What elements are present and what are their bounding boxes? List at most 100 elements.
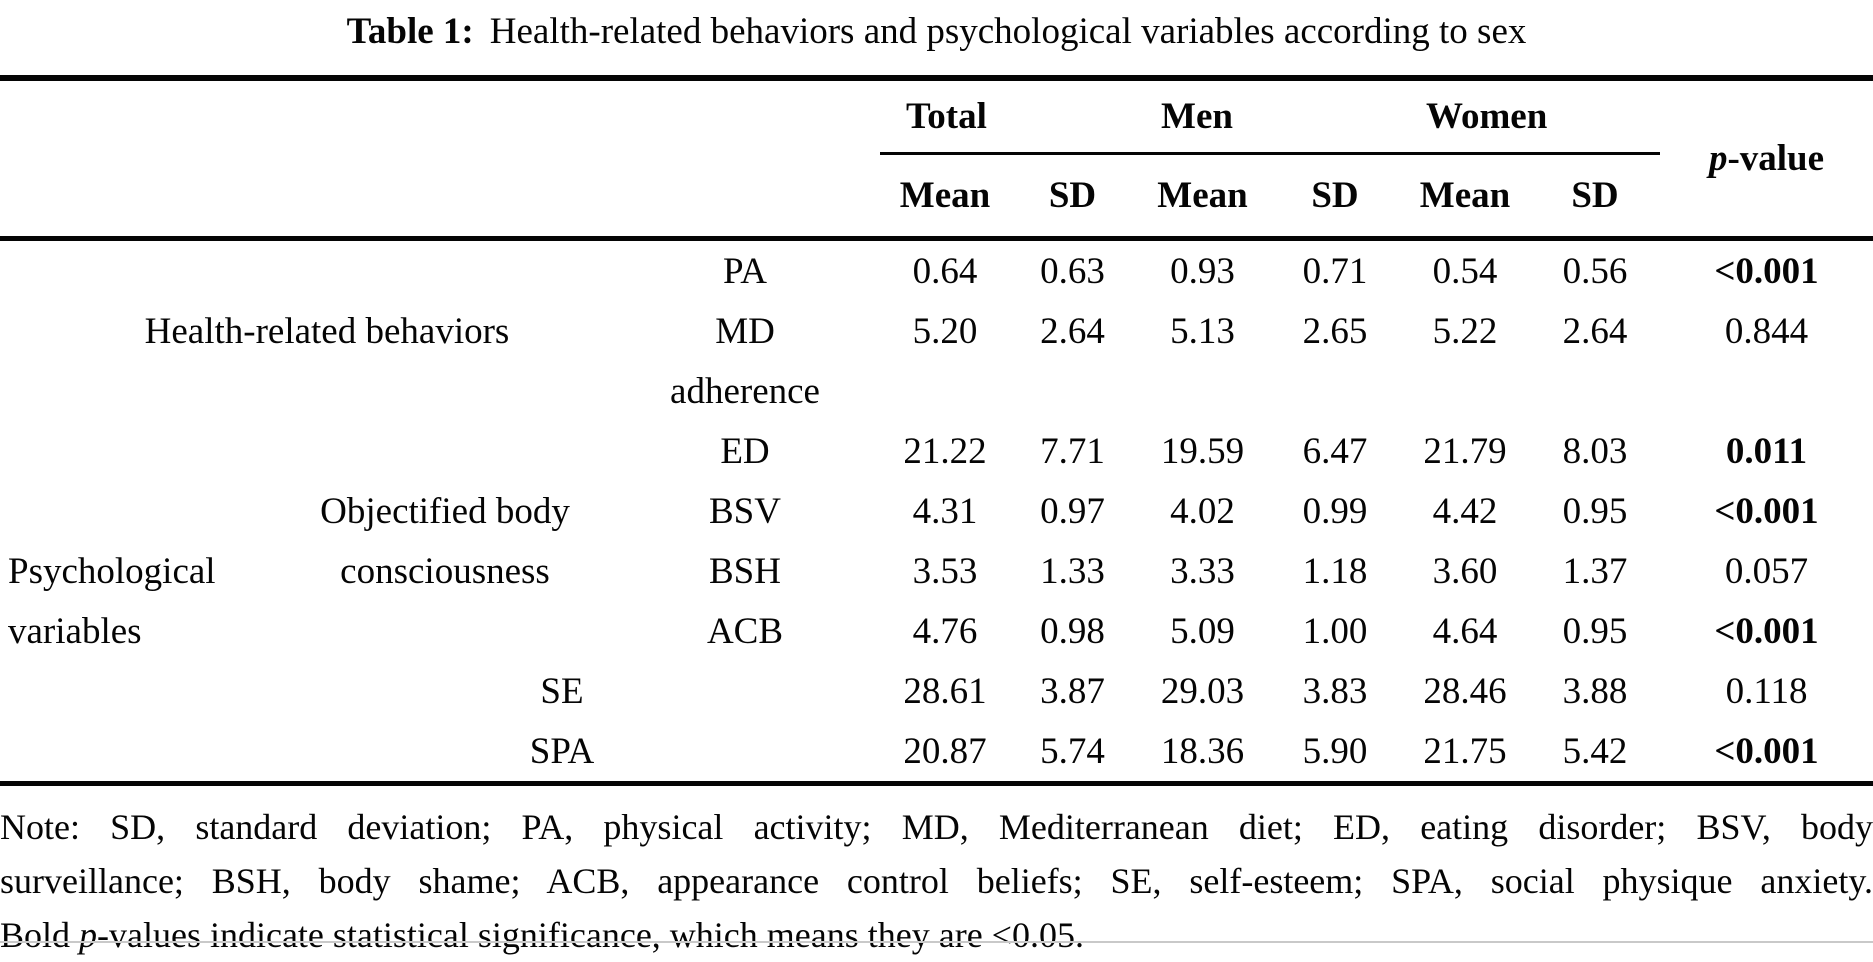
group-label-cell <box>0 421 280 481</box>
total-mean-cell: 28.61 <box>903 670 987 712</box>
statistics-table: Total Men Women p-value Mean SD Mean SD … <box>0 75 1873 786</box>
header-row-sub: Mean SD Mean SD Mean SD <box>0 153 1873 241</box>
women-mean-cell: 3.60 <box>1432 550 1498 592</box>
total-sd-cell: 1.33 <box>1040 550 1105 592</box>
men-sd-cell <box>1270 361 1400 421</box>
women-mean-cell: 4.64 <box>1432 610 1498 652</box>
men-mean-cell: 4.02 <box>1170 490 1235 532</box>
variable-abbr: MD <box>715 310 775 352</box>
total-mean-cell: 4.76 <box>912 610 978 652</box>
women-sd-cell: 1.37 <box>1562 550 1628 592</box>
subgroup-label-cell <box>280 421 610 481</box>
table-caption-text: Health-related behaviors and psychologic… <box>489 11 1527 52</box>
header-total-sd: SD <box>1010 153 1136 241</box>
p-value-cell <box>1660 361 1873 421</box>
total-sd-cell: 5.74 <box>1010 721 1136 786</box>
p-value-rest: -value <box>1727 138 1825 179</box>
women-sd-cell: 0.56 <box>1562 250 1628 292</box>
header-women: Women <box>1400 78 1661 155</box>
header-total-mean: Mean <box>880 153 1010 241</box>
p-value-cell: <0.001 <box>1714 490 1819 532</box>
men-sd-cell: 1.00 <box>1302 610 1368 652</box>
note-line-3-pre: Bold <box>0 915 80 955</box>
total-mean-cell <box>880 361 1010 421</box>
men-sd-cell: 5.90 <box>1270 721 1401 786</box>
group-label-cell <box>0 721 280 786</box>
variable-abbr: SPA <box>280 721 880 786</box>
men-sd-cell: 0.99 <box>1302 490 1368 532</box>
table-row-ed: ED 21.22 7.71 19.59 6.47 21.79 8.03 0.01… <box>0 421 1873 481</box>
men-mean-cell: 0.93 <box>1170 250 1235 292</box>
note-line-2: surveillance; BSH, body shame; ACB, appe… <box>0 861 1873 901</box>
total-sd-cell: 3.87 <box>1040 670 1105 712</box>
table-caption: Table 1: Health-related behaviors and psy… <box>0 0 1873 75</box>
group-label-cell: Psychological <box>8 550 216 592</box>
men-sd-cell: 2.65 <box>1302 310 1368 352</box>
table-note: Note: SD, standard deviation; PA, physic… <box>0 800 1873 962</box>
table-row-pa: PA 0.64 0.63 0.93 0.71 0.54 0.56 <0.001 <box>0 239 1873 302</box>
group-label-cell <box>0 481 280 541</box>
group-label-cell <box>0 239 280 302</box>
women-mean-cell: 21.79 <box>1423 430 1507 472</box>
p-value-cell: <0.001 <box>1660 721 1873 786</box>
women-sd-cell: 0.95 <box>1562 490 1628 532</box>
header-men-mean: Mean <box>1135 153 1271 241</box>
p-value-cell: <0.001 <box>1714 250 1819 292</box>
p-value-cell: <0.001 <box>1714 610 1819 652</box>
p-value-cell: 0.844 <box>1724 310 1809 352</box>
note-line-3-post: -values indicate statistical significanc… <box>97 915 1084 955</box>
total-mean-cell: 3.53 <box>912 550 978 592</box>
header-p-value: p-value <box>1660 78 1873 241</box>
variable-abbr: SE <box>540 670 584 712</box>
table-row-spa: SPA 20.87 5.74 18.36 5.90 21.75 5.42 <0.… <box>0 721 1873 786</box>
p-value-cell: 0.011 <box>1725 430 1808 472</box>
subgroup-label-cell: consciousness <box>340 550 550 592</box>
subgroup-label-cell <box>280 239 610 302</box>
note-line-1: Note: SD, standard deviation; PA, physic… <box>0 807 1873 847</box>
women-mean-cell: 5.22 <box>1432 310 1498 352</box>
total-sd-cell <box>1010 361 1135 421</box>
women-sd-cell: 5.42 <box>1530 721 1661 786</box>
group-label-cell <box>0 661 280 721</box>
women-mean-cell <box>1400 361 1530 421</box>
total-mean-cell: 20.87 <box>880 721 1010 786</box>
table-number: Table 1: <box>346 11 474 52</box>
men-sd-cell: 0.71 <box>1302 250 1368 292</box>
men-sd-cell: 6.47 <box>1302 430 1368 472</box>
women-mean-cell: 0.54 <box>1432 250 1498 292</box>
men-mean-cell <box>1135 361 1270 421</box>
women-mean-cell: 28.46 <box>1423 670 1507 712</box>
women-sd-cell: 0.95 <box>1562 610 1628 652</box>
header-men-sd: SD <box>1270 153 1401 241</box>
total-mean-cell: 0.64 <box>912 250 978 292</box>
men-mean-cell: 19.59 <box>1160 430 1245 472</box>
header-corner-sub <box>0 153 880 241</box>
p-value-cell: 0.118 <box>1725 670 1808 712</box>
women-sd-cell: 3.88 <box>1562 670 1628 712</box>
total-mean-cell: 21.22 <box>903 430 987 472</box>
total-sd-cell: 2.64 <box>1040 310 1105 352</box>
total-sd-cell: 7.71 <box>1040 430 1105 472</box>
group-label-cell: Health-related behaviors <box>144 310 510 352</box>
header-men: Men <box>1135 78 1401 155</box>
header-total: Total <box>880 78 1136 155</box>
total-sd-cell: 0.97 <box>1040 490 1105 532</box>
table-row-md: Health-related behaviors MD 5.20 2.64 5.… <box>0 301 1873 361</box>
women-mean-cell: 21.75 <box>1400 721 1531 786</box>
variable-abbr: adherence <box>670 370 820 412</box>
header-women-sd: SD <box>1530 153 1661 241</box>
page-bottom-rule <box>0 941 1873 943</box>
subgroup-label-cell <box>280 601 610 661</box>
total-sd-cell: 0.63 <box>1040 250 1105 292</box>
men-mean-cell: 5.13 <box>1170 310 1235 352</box>
table-row-bsv: Objectified body BSV 4.31 0.97 4.02 0.99… <box>0 481 1873 541</box>
women-sd-cell <box>1530 361 1660 421</box>
group-label-cell: variables <box>8 610 142 652</box>
women-sd-cell: 2.64 <box>1562 310 1628 352</box>
men-sd-cell: 1.18 <box>1302 550 1368 592</box>
men-mean-cell: 18.36 <box>1135 721 1271 786</box>
variable-abbr: BSV <box>709 490 781 532</box>
note-p-italic: p <box>79 915 98 955</box>
women-mean-cell: 4.42 <box>1432 490 1498 532</box>
table-row-acb: variables ACB 4.76 0.98 5.09 1.00 4.64 0… <box>0 601 1873 661</box>
